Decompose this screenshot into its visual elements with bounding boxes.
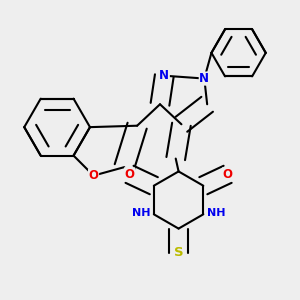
Text: O: O bbox=[88, 169, 99, 182]
Text: S: S bbox=[174, 246, 183, 260]
Text: O: O bbox=[124, 168, 134, 181]
Text: O: O bbox=[223, 168, 232, 181]
Text: NH: NH bbox=[132, 208, 150, 218]
Text: N: N bbox=[159, 69, 169, 82]
Text: N: N bbox=[199, 72, 209, 85]
Text: NH: NH bbox=[207, 208, 225, 218]
